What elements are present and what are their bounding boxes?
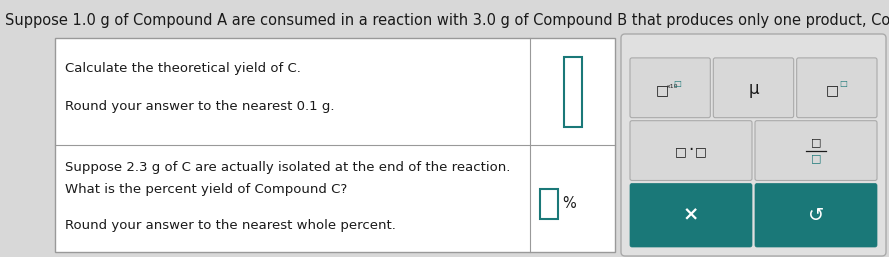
Text: ↺: ↺ bbox=[808, 206, 824, 225]
Text: □: □ bbox=[695, 145, 707, 158]
Text: x10: x10 bbox=[667, 84, 678, 89]
FancyBboxPatch shape bbox=[755, 121, 877, 180]
Text: %: % bbox=[562, 196, 576, 211]
Text: What is the percent yield of Compound C?: What is the percent yield of Compound C? bbox=[65, 183, 348, 196]
FancyBboxPatch shape bbox=[713, 58, 794, 118]
FancyBboxPatch shape bbox=[621, 34, 886, 256]
Text: □: □ bbox=[825, 83, 838, 97]
Text: Suppose 2.3 g of C are actually isolated at the end of the reaction.: Suppose 2.3 g of C are actually isolated… bbox=[65, 161, 510, 174]
Text: □: □ bbox=[675, 145, 687, 158]
Text: □: □ bbox=[811, 154, 821, 163]
FancyBboxPatch shape bbox=[797, 58, 877, 118]
Text: Round your answer to the nearest 0.1 g.: Round your answer to the nearest 0.1 g. bbox=[65, 100, 334, 113]
FancyBboxPatch shape bbox=[755, 183, 877, 247]
Text: □: □ bbox=[673, 79, 681, 88]
Text: □: □ bbox=[811, 137, 821, 148]
FancyBboxPatch shape bbox=[630, 58, 710, 118]
Text: ×: × bbox=[683, 206, 699, 225]
Text: Suppose 1.0 g of Compound A are consumed in a reaction with 3.0 g of Compound B : Suppose 1.0 g of Compound A are consumed… bbox=[5, 13, 889, 28]
Text: □: □ bbox=[839, 79, 846, 88]
Text: ·: · bbox=[688, 141, 693, 159]
Text: □: □ bbox=[655, 83, 669, 97]
Text: Calculate the theoretical yield of C.: Calculate the theoretical yield of C. bbox=[65, 62, 300, 75]
FancyBboxPatch shape bbox=[630, 121, 752, 180]
Bar bbox=[55, 38, 615, 252]
FancyBboxPatch shape bbox=[630, 183, 752, 247]
Text: μ: μ bbox=[749, 80, 758, 98]
Bar bbox=[540, 188, 558, 218]
Text: Round your answer to the nearest whole percent.: Round your answer to the nearest whole p… bbox=[65, 219, 396, 232]
Bar bbox=[564, 57, 581, 126]
